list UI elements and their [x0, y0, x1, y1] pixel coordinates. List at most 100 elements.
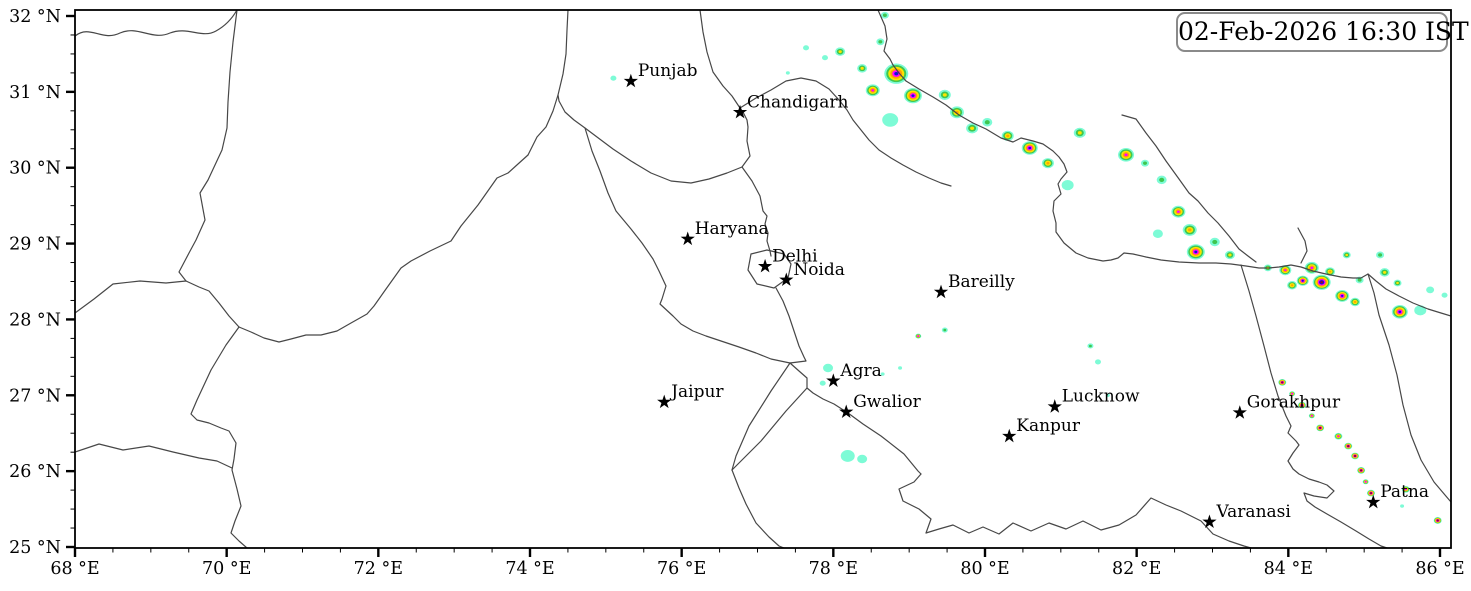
radar-cell [1152, 229, 1163, 238]
radar-cell [1319, 426, 1322, 429]
radar-cell [1378, 253, 1383, 257]
radar-cell [1345, 253, 1349, 257]
radar-cell [1281, 381, 1284, 384]
radar-cell [1398, 310, 1402, 313]
city-marker-chandigarh [732, 104, 748, 119]
y-tick-label: 26 °N [9, 462, 61, 482]
city-label-kanpur: Kanpur [1016, 416, 1081, 436]
city-label-agra: Agra [839, 361, 881, 381]
radar-cell [1187, 228, 1192, 232]
radar-cell [1400, 504, 1405, 508]
x-tick-label: 74 °E [505, 559, 554, 579]
border-line-raj-mp [731, 469, 785, 548]
radar-cell [821, 55, 828, 61]
radar-cell [1094, 359, 1101, 365]
radar-cell [878, 40, 883, 44]
radar-cell [610, 75, 617, 81]
radar-cell [1301, 279, 1304, 282]
border-line-nepal-nw [877, 10, 907, 82]
radar-cell [1006, 134, 1010, 138]
radar-cell [1284, 269, 1287, 272]
border-line-chambal-wedge-b [731, 387, 808, 471]
x-tick-label: 68 °E [50, 559, 99, 579]
radar-cell [1436, 519, 1439, 522]
border-line-junction [185, 280, 240, 328]
radar-cell [1176, 210, 1180, 213]
city-marker-bareilly [933, 284, 949, 299]
radar-cell [1300, 404, 1304, 407]
city-marker-gorakhpur [1232, 405, 1247, 419]
city-label-delhi: Delhi [772, 246, 818, 266]
border-line-chambal-wedge-a [731, 362, 791, 471]
y-tick-label: 27 °N [9, 386, 61, 406]
radar-cell [1061, 180, 1074, 191]
border-line-indo-pak-punjab [527, 10, 569, 156]
radar-cell [1441, 292, 1448, 298]
city-label-patna: Patna [1380, 482, 1429, 502]
radar-cell [1364, 480, 1367, 483]
border-line-up-bihar [1240, 264, 1388, 548]
radar-cell [880, 372, 885, 376]
city-marker-noida [779, 272, 794, 287]
radar-cell [943, 328, 947, 332]
radar-cell [942, 93, 947, 97]
radar-cell [1212, 239, 1218, 245]
city-marker-gwalior [839, 404, 854, 419]
radar-cell [838, 50, 842, 54]
radar-cell [1194, 250, 1198, 254]
radar-cell [970, 126, 975, 130]
city-marker-haryana [680, 231, 695, 246]
radar-cell [1028, 146, 1032, 150]
radar-cell [1357, 278, 1362, 282]
timestamp-badge: 02-Feb-2026 16:30 IST [1176, 12, 1469, 52]
radar-cell [860, 66, 864, 70]
radar-cell [898, 366, 903, 370]
radar-cell [882, 13, 887, 17]
radar-cell [1404, 488, 1407, 491]
x-tick-label: 72 °E [354, 559, 403, 579]
border-line-punjab-state [557, 10, 751, 184]
x-tick-label: 84 °E [1264, 559, 1313, 579]
city-label-haryana: Haryana [695, 219, 769, 239]
radar-cell [894, 71, 899, 76]
city-label-punjab: Punjab [638, 61, 698, 81]
radar-cell [1341, 294, 1344, 297]
y-tick-label: 25 °N [9, 538, 61, 558]
radar-echo-layer [610, 11, 1448, 524]
city-marker-delhi [757, 258, 773, 273]
radar-cell [1369, 492, 1373, 495]
city-label-bareilly: Bareilly [948, 272, 1015, 292]
radar-cell [984, 120, 990, 125]
political-borders-layer [75, 10, 1451, 548]
city-label-gwalior: Gwalior [853, 392, 921, 412]
radar-cell [840, 450, 855, 462]
y-tick-label: 31 °N [9, 83, 61, 103]
city-label-lucknow: Lucknow [1062, 387, 1140, 407]
x-tick-label: 86 °E [1415, 559, 1464, 579]
radar-cell [1310, 266, 1314, 270]
radar-cell [1105, 393, 1110, 397]
x-tick-label: 76 °E [657, 559, 706, 579]
y-tick-label: 32 °N [9, 7, 61, 27]
map-frame [74, 9, 1452, 549]
border-line-haryana-east [741, 166, 772, 257]
radar-cell [1414, 305, 1427, 316]
radar-cell [911, 94, 915, 97]
radar-cell [1291, 392, 1294, 395]
radar-cell [1328, 270, 1332, 273]
radar-cell [1088, 344, 1092, 348]
radar-cell [1320, 281, 1323, 284]
border-line-indo-pak [238, 154, 529, 343]
radar-cell [1046, 161, 1050, 165]
radar-cell [1347, 445, 1350, 448]
x-tick-label: 80 °E [960, 559, 1009, 579]
border-line-haryana-west [584, 127, 791, 364]
radar-cell [1396, 281, 1399, 285]
radar-cell [1159, 177, 1165, 182]
radar-cell [1353, 454, 1357, 457]
radar-cell [1426, 286, 1435, 294]
radar-cell [871, 89, 875, 92]
radar-cell [1077, 131, 1082, 135]
